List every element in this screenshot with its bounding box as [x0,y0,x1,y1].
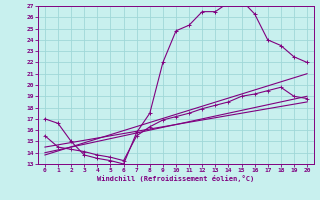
X-axis label: Windchill (Refroidissement éolien,°C): Windchill (Refroidissement éolien,°C) [97,175,255,182]
